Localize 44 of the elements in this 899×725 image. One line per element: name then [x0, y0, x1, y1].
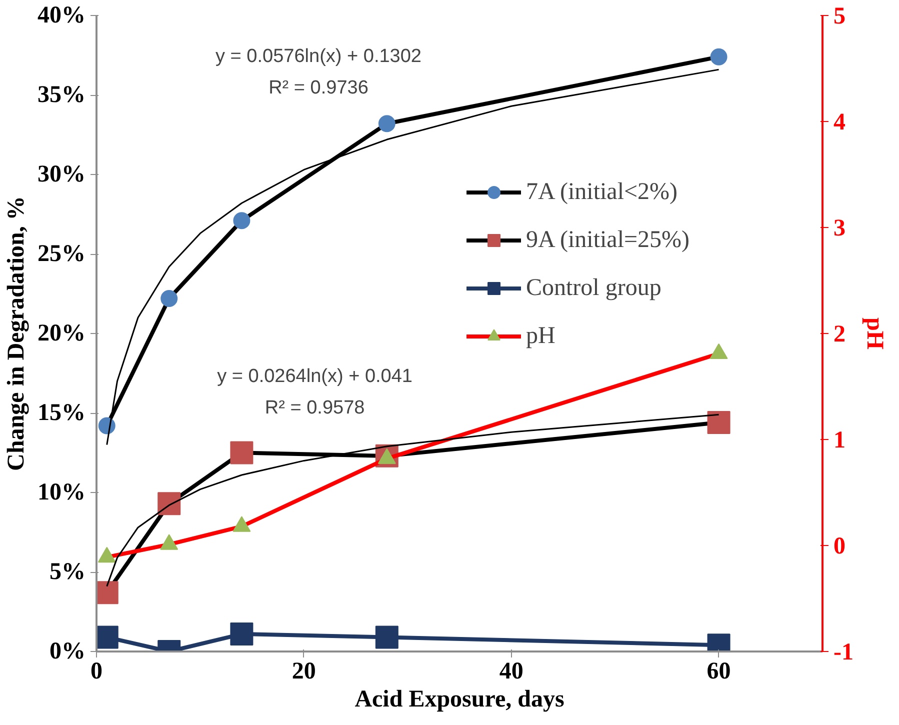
point	[160, 290, 178, 308]
point	[375, 626, 398, 649]
y-tick-label: 5%	[50, 559, 86, 585]
annotation: y = 0.0576ln(x) + 0.1302 R² = 0.9736	[216, 46, 422, 99]
y-tick-label: 15%	[38, 400, 86, 426]
legend-label: Control group	[526, 274, 662, 302]
point	[710, 48, 728, 66]
point	[230, 622, 254, 646]
point	[232, 516, 251, 532]
legend-label: 9A (initial=25%)	[526, 226, 690, 254]
point	[710, 343, 728, 360]
y2-tick-label: 2	[834, 322, 846, 348]
point	[378, 115, 396, 132]
x-tick-label: 60	[706, 658, 731, 684]
y-tick-label: 30%	[38, 162, 86, 188]
point	[160, 534, 178, 550]
legend-label: pH	[526, 322, 556, 350]
point	[233, 212, 250, 230]
x-tick-label: 0	[90, 658, 102, 684]
point	[707, 411, 730, 434]
point	[230, 441, 254, 464]
y-tick-label: 25%	[38, 241, 86, 267]
x-tick-label: 40	[499, 658, 524, 684]
y2-tick-label: -1	[834, 640, 854, 666]
y-tick-label: 40%	[38, 2, 86, 28]
point	[98, 546, 116, 563]
annotation: y = 0.0264ln(x) + 0.041 R² = 0.9578	[217, 366, 413, 419]
y-tick-label: 20%	[38, 320, 86, 346]
y2-tick-label: 5	[834, 4, 846, 30]
point	[96, 626, 118, 649]
point	[96, 581, 118, 604]
y-tick-label: 35%	[38, 82, 86, 108]
y-tick-label: 10%	[38, 480, 86, 506]
y2-tick-label: 0	[834, 534, 846, 560]
y-axis-title: Change in Degradation, %	[4, 196, 30, 471]
point	[158, 492, 181, 516]
y-tick-label: 0%	[50, 638, 86, 664]
y2-axis-title: pH	[861, 317, 888, 350]
y2-tick-label: 1	[834, 428, 846, 454]
y2-tick-label: 4	[834, 110, 846, 136]
x-tick-label: 20	[292, 658, 316, 684]
legend-label: 7A (initial<2%)	[526, 178, 678, 206]
y2-tick-label: 3	[834, 216, 846, 242]
x-axis-title: Acid Exposure, days	[354, 686, 564, 712]
